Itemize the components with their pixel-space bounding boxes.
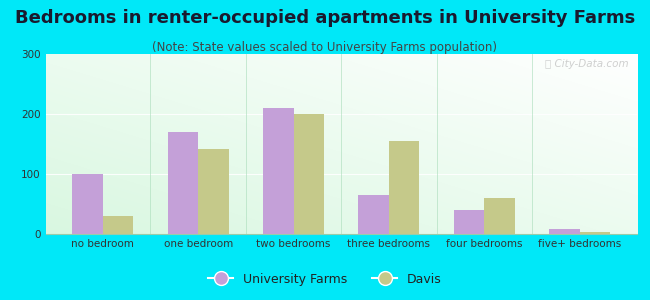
Bar <box>549 229 580 234</box>
Bar <box>168 132 198 234</box>
Bar <box>263 108 294 234</box>
Bar <box>484 198 515 234</box>
Text: ⓘ City-Data.com: ⓘ City-Data.com <box>545 59 628 69</box>
Bar <box>294 114 324 234</box>
Legend: University Farms, Davis: University Farms, Davis <box>203 268 447 291</box>
Bar <box>198 149 229 234</box>
Bar <box>389 141 419 234</box>
Bar <box>580 232 610 234</box>
Bar <box>454 210 484 234</box>
Bar <box>72 174 103 234</box>
Text: (Note: State values scaled to University Farms population): (Note: State values scaled to University… <box>153 40 497 53</box>
Text: Bedrooms in renter-occupied apartments in University Farms: Bedrooms in renter-occupied apartments i… <box>15 9 635 27</box>
Bar <box>358 195 389 234</box>
Bar <box>103 216 133 234</box>
